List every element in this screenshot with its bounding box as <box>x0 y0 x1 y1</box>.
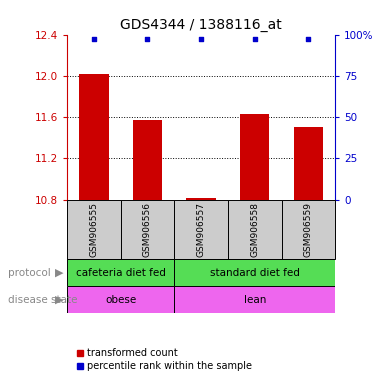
Bar <box>121 200 174 259</box>
Point <box>198 36 204 42</box>
Bar <box>67 200 121 259</box>
Point <box>305 36 311 42</box>
Text: GSM906558: GSM906558 <box>250 202 259 257</box>
Bar <box>174 259 335 286</box>
Text: ▶: ▶ <box>55 295 63 305</box>
Bar <box>174 286 335 313</box>
Text: obese: obese <box>105 295 136 305</box>
Text: GSM906559: GSM906559 <box>304 202 313 257</box>
Bar <box>67 286 174 313</box>
Point <box>144 36 151 42</box>
Text: protocol: protocol <box>8 268 51 278</box>
Bar <box>186 198 216 200</box>
Bar <box>79 74 109 200</box>
Text: ▶: ▶ <box>55 268 63 278</box>
Bar <box>240 114 270 200</box>
Bar <box>294 127 323 200</box>
Text: cafeteria diet fed: cafeteria diet fed <box>76 268 165 278</box>
Bar <box>282 200 335 259</box>
Text: standard diet fed: standard diet fed <box>210 268 300 278</box>
Text: lean: lean <box>244 295 266 305</box>
Bar <box>133 120 162 200</box>
Point <box>91 36 97 42</box>
Text: GSM906556: GSM906556 <box>143 202 152 257</box>
Bar <box>228 200 282 259</box>
Legend: transformed count, percentile rank within the sample: transformed count, percentile rank withi… <box>72 344 256 375</box>
Text: GSM906557: GSM906557 <box>196 202 206 257</box>
Point <box>252 36 258 42</box>
Bar <box>67 259 174 286</box>
Text: GSM906555: GSM906555 <box>89 202 98 257</box>
Text: disease state: disease state <box>8 295 77 305</box>
Title: GDS4344 / 1388116_at: GDS4344 / 1388116_at <box>120 18 282 32</box>
Bar <box>174 200 228 259</box>
